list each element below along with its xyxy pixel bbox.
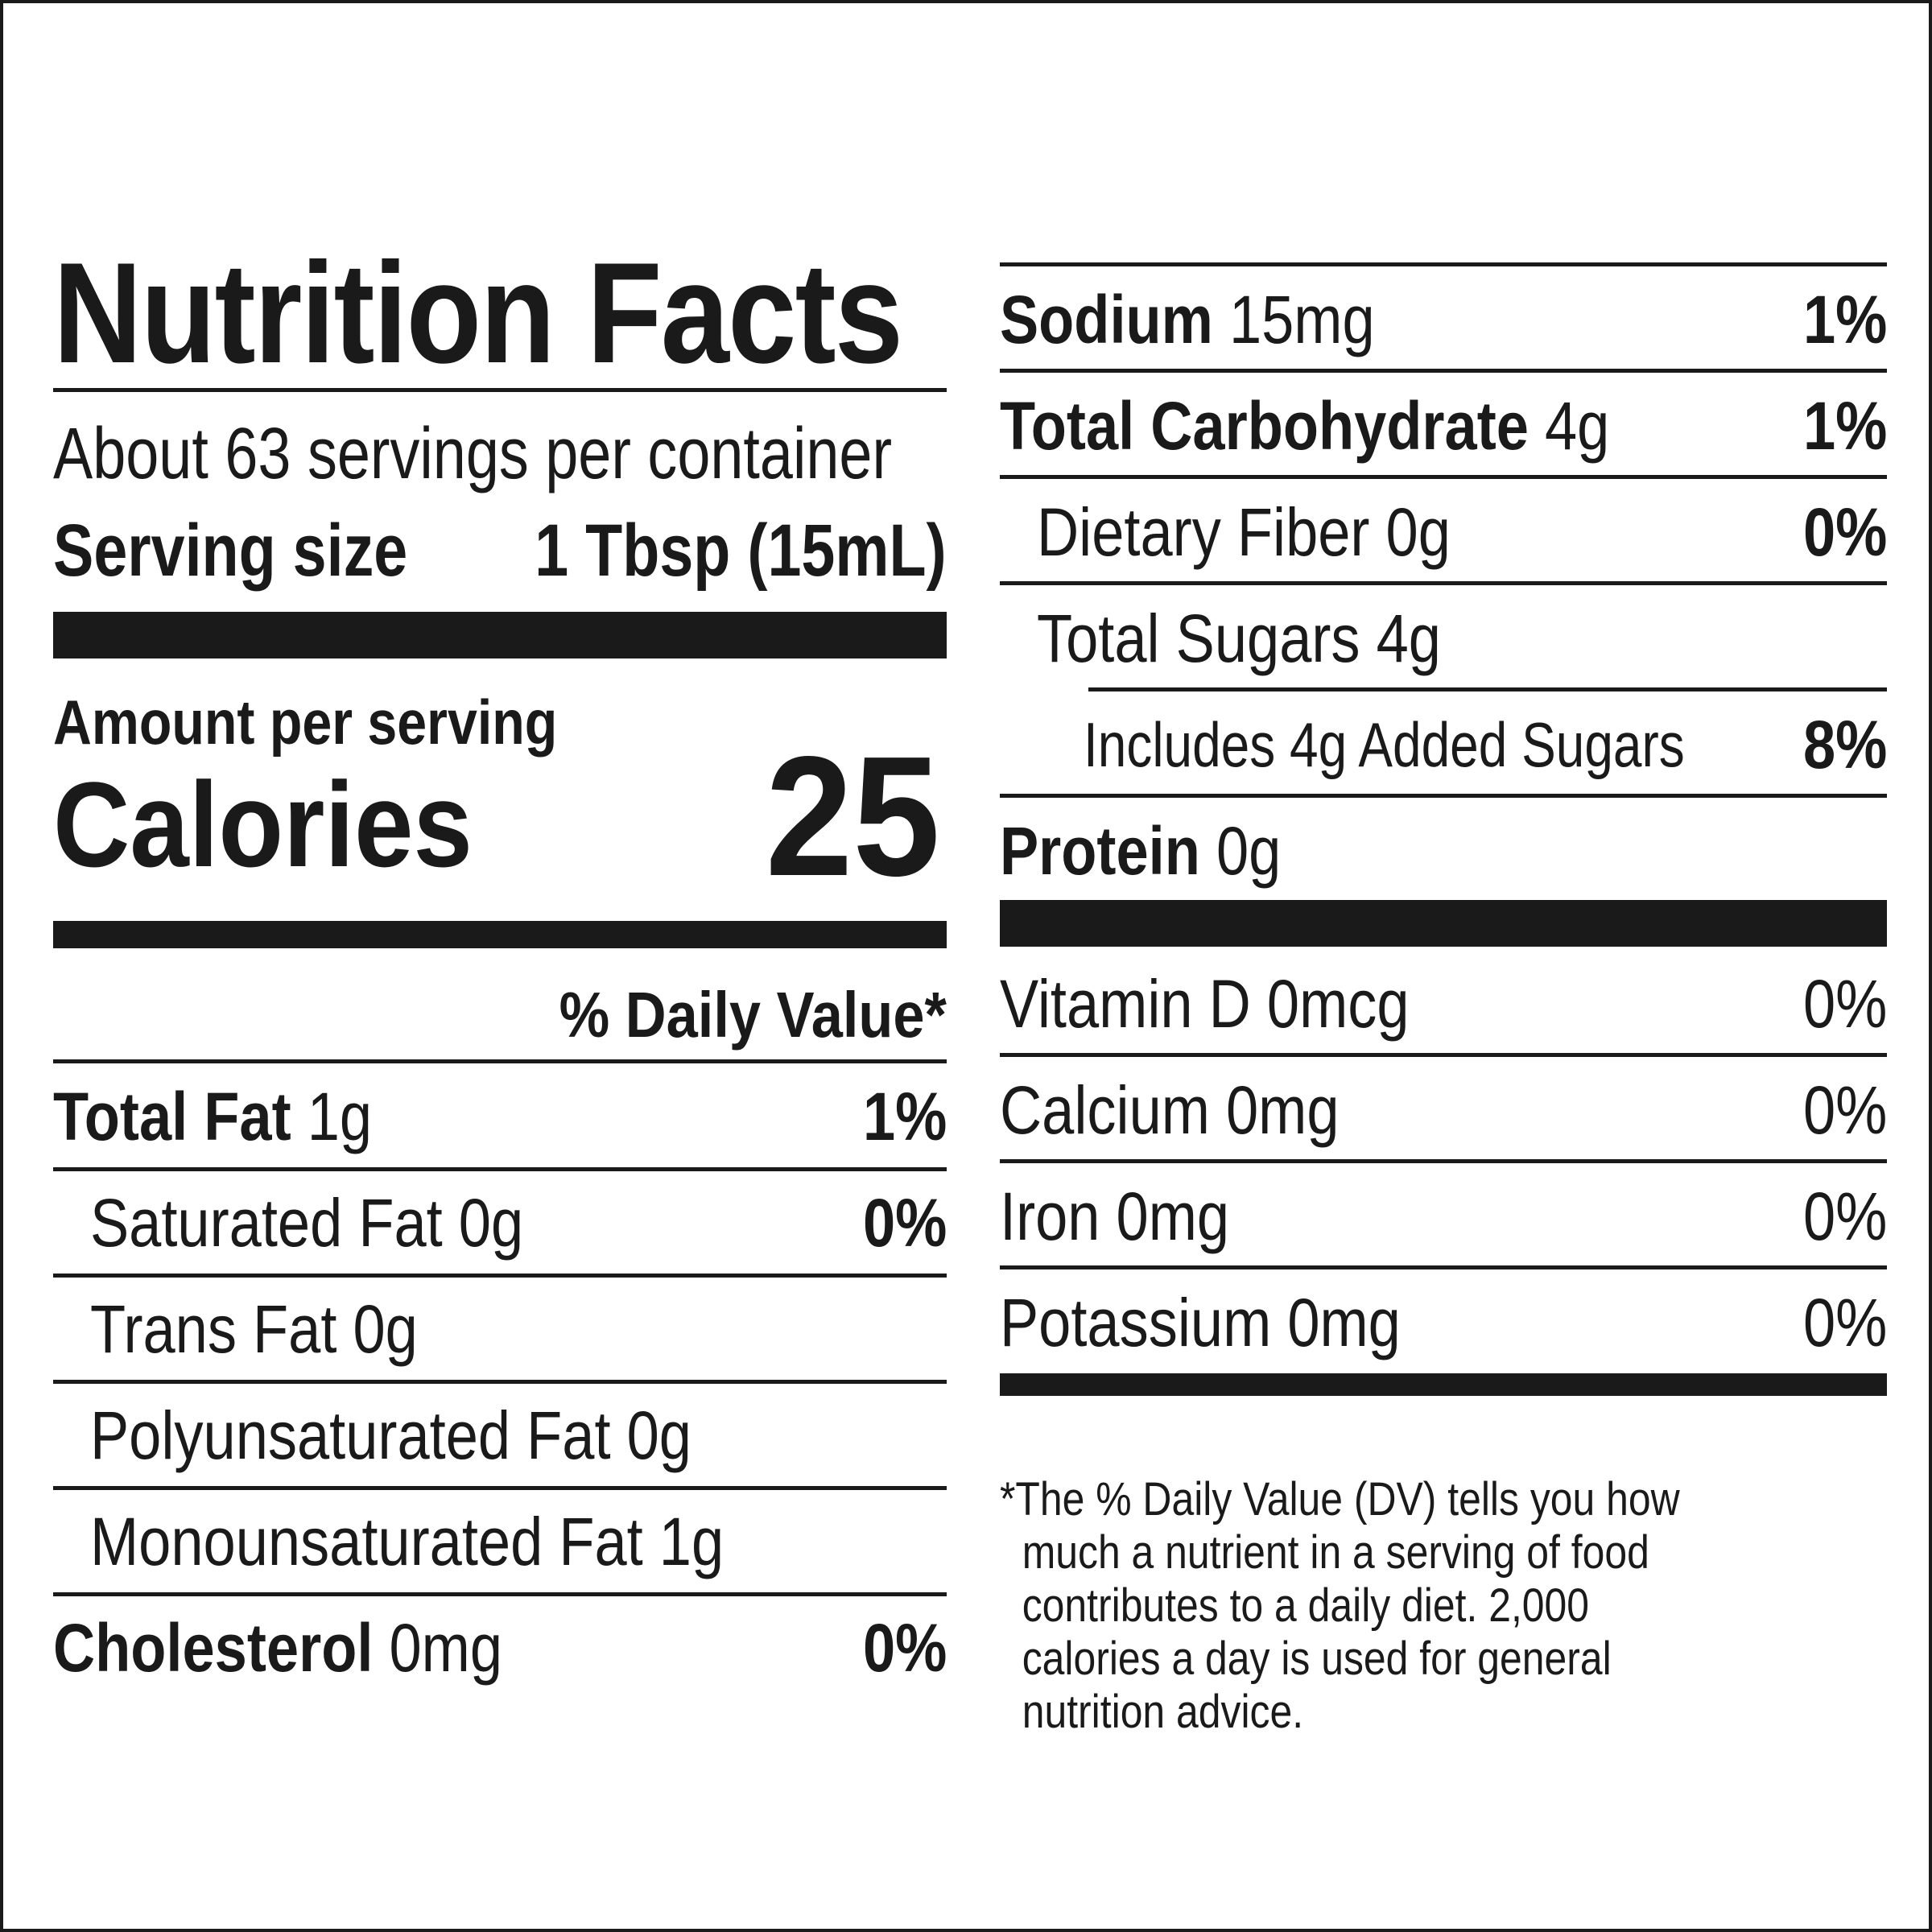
divider [53, 1167, 947, 1171]
nutrient-amount: 1g [307, 1079, 373, 1154]
divider [53, 1380, 947, 1384]
nutrient-name: Sodium [1000, 282, 1213, 357]
divider [1000, 1053, 1887, 1057]
serving-size: Serving size 1 Tbsp (15mL) [53, 510, 947, 591]
nutrient-dv: 8% [1802, 707, 1887, 782]
nutrient-row-sodium: Sodium 15mg 1% [1000, 267, 1887, 372]
footnote: *The % Daily Value (DV) tells you how mu… [1000, 1420, 1887, 1739]
divider [1088, 687, 1887, 691]
vitamin-name: Iron 0mg [1000, 1179, 1230, 1254]
nutrient-dv: 0% [862, 1185, 947, 1261]
divider [1000, 794, 1887, 798]
thick-divider [1000, 900, 1887, 947]
vitamin-name: Vitamin D 0mcg [1000, 966, 1410, 1042]
divider [53, 388, 947, 392]
divider [1000, 475, 1887, 479]
thick-divider [53, 921, 947, 948]
nutrient-name: Monounsaturated Fat 1g [90, 1504, 724, 1579]
nutrient-row-polyunsaturated-fat: Polyunsaturated Fat 0g [53, 1383, 947, 1488]
nutrient-name: Trans Fat 0g [90, 1291, 418, 1367]
nutrient-row-saturated-fat: Saturated Fat 0g 0% [53, 1170, 947, 1275]
nutrient-row-total-fat: Total Fat 1g 1% [53, 1064, 947, 1169]
nutrient-row-dietary-fiber: Dietary Fiber 0g 0% [1000, 480, 1887, 584]
vitamin-row-vitamin-d: Vitamin D 0mcg 0% [1000, 952, 1887, 1056]
vitamin-dv: 0% [1802, 1179, 1887, 1254]
nutrient-row-total-carbohydrate: Total Carbohydrate 4g 1% [1000, 374, 1887, 478]
nutrient-dv: 1% [862, 1079, 947, 1154]
nutrient-name: Total Sugars 4g [1037, 601, 1441, 676]
divider [53, 1059, 947, 1063]
nutrient-row-cholesterol: Cholesterol 0mg 0% [53, 1596, 947, 1700]
calories-label: Calories [53, 757, 473, 892]
servings-text: About 63 servings per container [53, 414, 893, 494]
vitamin-name: Potassium 0mg [1000, 1285, 1401, 1360]
divider [1000, 262, 1887, 266]
nutrient-name: Dietary Fiber 0g [1037, 494, 1451, 570]
nutrient-dv: 0% [1802, 494, 1887, 570]
amount-per-serving-text: Amount per serving [53, 687, 558, 758]
nutrient-name: Protein [1000, 813, 1200, 889]
thick-divider [53, 612, 947, 658]
vitamin-row-calcium: Calcium 0mg 0% [1000, 1058, 1887, 1162]
divider [1000, 1159, 1887, 1163]
nutrient-amount: 15mg [1228, 282, 1375, 357]
nutrient-name: Cholesterol [53, 1610, 374, 1686]
daily-value-header: % Daily Value* [53, 979, 947, 1051]
nutrient-name: Total Fat [53, 1079, 291, 1154]
title-text: Nutrition Facts [53, 233, 903, 393]
nutrient-amount: 0mg [389, 1610, 503, 1686]
thick-divider [1000, 1373, 1887, 1396]
nutrient-row-total-sugars: Total Sugars 4g [1000, 586, 1887, 691]
serving-size-label: Serving size [53, 510, 408, 592]
nutrient-dv: 1% [1802, 388, 1887, 464]
label-title: Nutrition Facts [53, 237, 1040, 390]
divider [1000, 1265, 1887, 1269]
nutrient-amount: 0g [1216, 813, 1282, 889]
nutrient-name: Includes 4g Added Sugars [1084, 709, 1685, 780]
footnote-text: *The % Daily Value (DV) tells you how mu… [1000, 1473, 1680, 1738]
vitamin-dv: 0% [1802, 1072, 1887, 1148]
servings-per-container: About 63 servings per container [53, 414, 1076, 494]
nutrient-name: Total Carbohydrate [1000, 388, 1529, 464]
divider [53, 1486, 947, 1490]
divider [53, 1592, 947, 1596]
nutrient-name: Saturated Fat 0g [90, 1185, 524, 1261]
nutrient-dv: 0% [862, 1610, 947, 1686]
nutrient-amount: 4g [1545, 388, 1610, 464]
nutrient-name: Polyunsaturated Fat 0g [90, 1397, 691, 1473]
divider [53, 1274, 947, 1278]
nutrient-row-trans-fat: Trans Fat 0g [53, 1277, 947, 1381]
nutrient-row-monounsaturated-fat: Monounsaturated Fat 1g [53, 1489, 947, 1594]
divider [1000, 369, 1887, 373]
nutrient-row-protein: Protein 0g [1000, 799, 1887, 903]
nutrient-row-added-sugars: Includes 4g Added Sugars 8% [1000, 692, 1887, 797]
amount-per-serving: Amount per serving [53, 687, 646, 757]
vitamin-name: Calcium 0mg [1000, 1072, 1340, 1148]
vitamin-row-potassium: Potassium 0mg 0% [1000, 1270, 1887, 1375]
vitamin-dv: 0% [1802, 966, 1887, 1042]
calories-row: Calories 25 [53, 720, 947, 911]
daily-value-header-text: % Daily Value* [559, 979, 947, 1051]
vitamin-dv: 0% [1802, 1285, 1887, 1360]
serving-size-value: 1 Tbsp (15mL) [535, 510, 947, 592]
nutrient-dv: 1% [1802, 282, 1887, 357]
calories-value: 25 [766, 720, 940, 911]
vitamin-row-iron: Iron 0mg 0% [1000, 1164, 1887, 1269]
divider [1000, 581, 1887, 585]
